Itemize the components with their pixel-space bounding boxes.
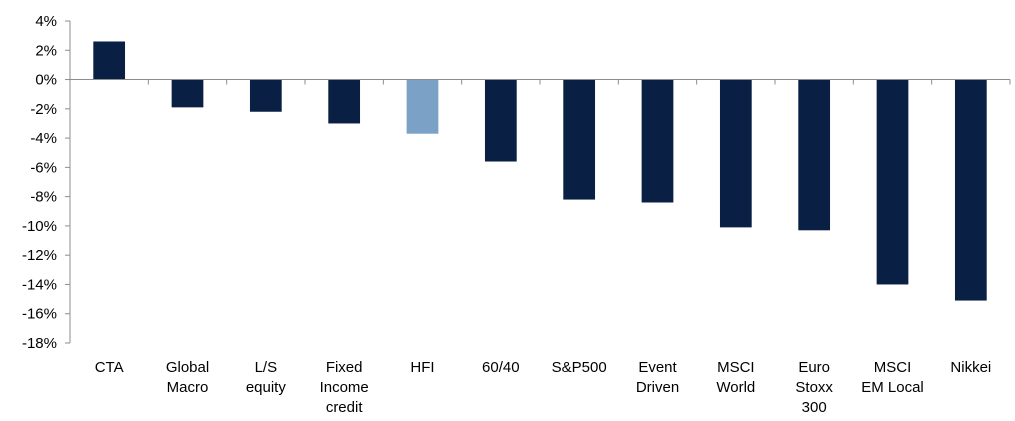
x-category-label: Event Driven: [636, 359, 679, 396]
bar: [954, 79, 987, 301]
bar: [641, 79, 674, 203]
bar: [171, 79, 204, 108]
y-tick-label: 0%: [35, 72, 57, 89]
x-category-label: HFI: [410, 359, 434, 376]
x-category-label: S&P500: [552, 359, 607, 376]
y-tick-label: -18%: [22, 335, 57, 352]
y-tick-label: -6%: [30, 159, 57, 176]
x-category-label: MSCI World: [716, 359, 755, 396]
bar: [719, 79, 752, 228]
x-category-label: Fixed Income credit: [320, 359, 369, 416]
x-category-label: CTA: [95, 359, 124, 376]
x-category-label: MSCI EM Local: [861, 359, 924, 396]
bar: [328, 79, 361, 124]
bar: [93, 41, 126, 80]
x-category-label: Global Macro: [166, 359, 209, 396]
x-category-label: Euro Stoxx 300: [795, 359, 833, 416]
x-axis-labels: CTA Global Macro L/S equity Fixed Income credit…: [95, 359, 992, 416]
bar: [876, 79, 909, 285]
y-tick-label: -8%: [30, 189, 57, 206]
bar: [406, 79, 439, 134]
y-tick-label: -16%: [22, 306, 57, 323]
bar: [798, 79, 831, 231]
y-axis-ticks: 4% 2% 0% -2% -4% -6% -8% -10% -12% -14% -16% -18%: [22, 13, 70, 352]
y-tick-label: 2%: [35, 42, 57, 59]
y-tick-label: -10%: [22, 218, 57, 235]
bar: [249, 79, 282, 112]
x-category-label: Nikkei: [950, 359, 991, 376]
y-tick-label: -4%: [30, 130, 57, 147]
bars: [93, 41, 987, 301]
x-category-label: 60/40: [482, 359, 520, 376]
bar: [563, 79, 596, 200]
bar: [484, 79, 517, 162]
y-tick-label: -14%: [22, 276, 57, 293]
axes: [69, 21, 1011, 343]
y-tick-label: -12%: [22, 247, 57, 264]
x-category-label: L/S equity: [246, 359, 287, 396]
y-tick-label: -2%: [30, 101, 57, 118]
y-tick-label: 4%: [35, 13, 57, 30]
